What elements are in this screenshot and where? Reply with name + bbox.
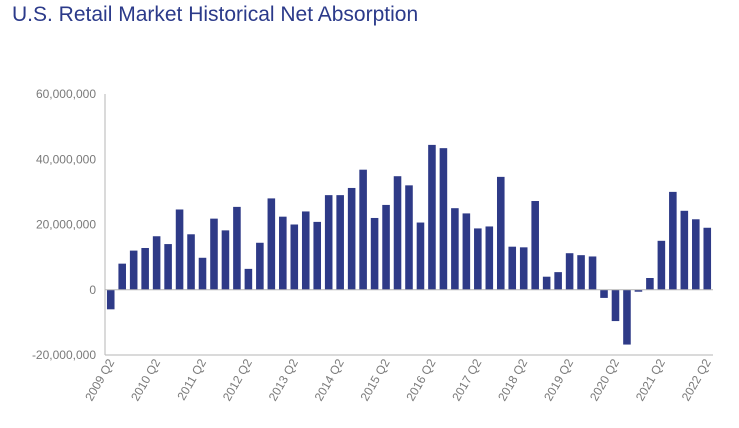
bar bbox=[474, 228, 482, 290]
bar bbox=[324, 195, 333, 290]
bar bbox=[301, 211, 310, 290]
bar bbox=[646, 278, 654, 290]
bar bbox=[692, 219, 700, 290]
bar bbox=[657, 240, 666, 290]
bar bbox=[164, 244, 172, 290]
bar bbox=[210, 218, 218, 290]
bar bbox=[359, 169, 367, 290]
bar bbox=[577, 255, 585, 290]
bar bbox=[141, 247, 149, 290]
y-tick-label: 20,000,000 bbox=[36, 218, 96, 232]
bar bbox=[175, 209, 184, 290]
bar bbox=[279, 216, 287, 290]
y-axis-ticks: 60,000,000 40,000,000 20,000,000 0 -20,000,0… bbox=[32, 87, 96, 362]
x-tick-label: 2019 Q2 bbox=[541, 356, 576, 403]
bar bbox=[313, 221, 322, 290]
bar bbox=[485, 226, 494, 290]
bar bbox=[233, 206, 241, 290]
x-tick-label: 2022 Q2 bbox=[679, 356, 714, 403]
bar bbox=[565, 253, 574, 290]
bar bbox=[152, 236, 161, 290]
y-tick-label: 60,000,000 bbox=[36, 87, 96, 101]
y-tick-label: 40,000,000 bbox=[36, 152, 96, 166]
bar bbox=[669, 191, 677, 290]
bar bbox=[703, 227, 712, 290]
bar bbox=[129, 250, 138, 290]
bar bbox=[496, 176, 505, 290]
bar bbox=[118, 263, 126, 290]
bar bbox=[600, 289, 608, 298]
bar bbox=[634, 289, 643, 292]
bars bbox=[106, 144, 712, 345]
bar bbox=[405, 185, 413, 290]
x-tick-label: 2016 Q2 bbox=[403, 356, 438, 403]
bar bbox=[439, 148, 448, 290]
x-tick-label: 2017 Q2 bbox=[449, 356, 484, 403]
bar bbox=[393, 176, 402, 290]
bar bbox=[428, 144, 436, 290]
bar bbox=[187, 234, 195, 290]
x-tick-label: 2021 Q2 bbox=[633, 356, 668, 403]
x-tick-label: 2018 Q2 bbox=[495, 356, 530, 403]
bar bbox=[680, 210, 689, 290]
bar bbox=[244, 268, 253, 290]
bar bbox=[347, 187, 356, 290]
y-tick-label: -20,000,000 bbox=[32, 348, 96, 362]
chart-title: U.S. Retail Market Historical Net Absorp… bbox=[12, 3, 419, 26]
bar bbox=[198, 257, 207, 290]
x-axis-ticks: 2009 Q2 2010 Q2 2011 Q2 2012 Q2 2013 Q2 2014 … bbox=[82, 356, 714, 403]
x-tick-label: 2014 Q2 bbox=[312, 356, 347, 403]
bar bbox=[611, 289, 620, 322]
bar bbox=[531, 201, 539, 290]
bar bbox=[588, 256, 597, 290]
bar bbox=[451, 208, 459, 290]
y-tick-label: 0 bbox=[89, 283, 96, 297]
x-tick-label: 2020 Q2 bbox=[587, 356, 622, 403]
bar bbox=[336, 195, 344, 290]
bar bbox=[519, 247, 528, 290]
bar bbox=[290, 224, 299, 290]
bar bbox=[416, 222, 425, 290]
bar bbox=[554, 272, 562, 290]
bar bbox=[221, 230, 230, 290]
x-tick-label: 2015 Q2 bbox=[358, 356, 393, 403]
bar bbox=[106, 289, 115, 310]
x-tick-label: 2010 Q2 bbox=[128, 356, 163, 403]
x-tick-label: 2011 Q2 bbox=[174, 356, 209, 402]
bar bbox=[256, 242, 264, 290]
bar bbox=[267, 198, 276, 290]
x-tick-label: 2012 Q2 bbox=[220, 356, 255, 403]
x-tick-label: 2009 Q2 bbox=[82, 356, 117, 403]
x-tick-label: 2013 Q2 bbox=[266, 356, 301, 403]
bar bbox=[508, 246, 517, 290]
bar bbox=[462, 213, 471, 290]
bar bbox=[382, 204, 390, 290]
bar bbox=[623, 289, 631, 345]
bar bbox=[542, 276, 551, 290]
bar bbox=[370, 217, 379, 290]
